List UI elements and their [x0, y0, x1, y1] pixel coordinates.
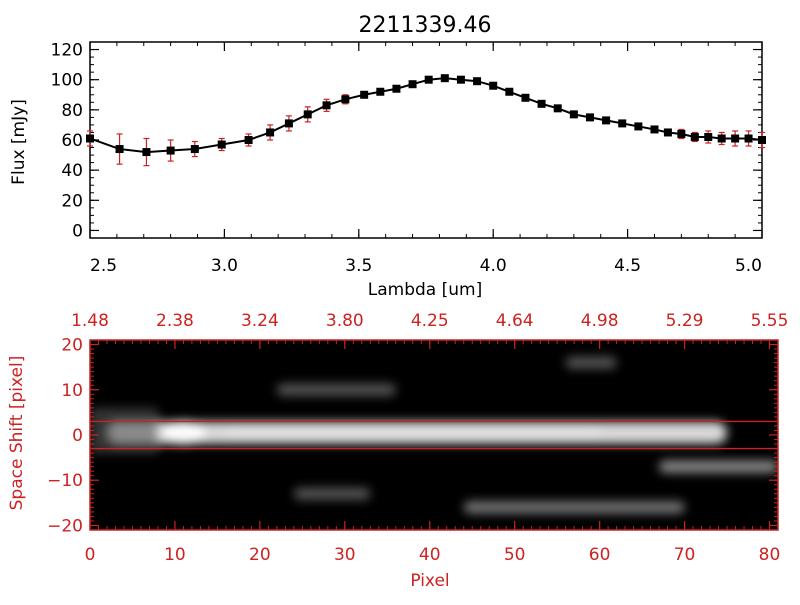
x-tick-label: 70 — [674, 545, 696, 565]
data-point — [376, 87, 385, 96]
trace-ridge — [225, 428, 600, 437]
trace-left-halo — [90, 407, 158, 454]
bottom-x-axis-label: Pixel — [410, 571, 449, 591]
data-point — [266, 128, 275, 137]
x-tick-label: 20 — [249, 545, 271, 565]
data-point — [86, 134, 94, 143]
data-point — [244, 136, 253, 144]
y-tick-label: 120 — [51, 41, 83, 61]
data-point — [758, 136, 766, 144]
y-tick-label: 60 — [61, 131, 83, 151]
data-point — [360, 90, 369, 99]
y-tick-label: 0 — [72, 426, 83, 446]
data-point — [440, 74, 449, 83]
y-tick-label: 100 — [51, 71, 83, 91]
top-axis-tick-label: 4.98 — [581, 311, 619, 331]
bottom-y-axis-label: Space Shift [pixel] — [7, 356, 27, 511]
data-point — [408, 80, 417, 89]
data-point — [217, 140, 226, 149]
data-point — [569, 110, 578, 119]
y-tick-label: 20 — [61, 336, 83, 356]
x-tick-label: 4.0 — [480, 256, 507, 276]
top-axis-tick-label: 3.24 — [241, 311, 279, 331]
data-point — [704, 132, 713, 141]
y-tick-label: −20 — [47, 516, 83, 536]
image-sources — [90, 356, 778, 514]
data-point — [634, 122, 643, 131]
spectrum-image-plot: 0 1.48 10 2.38 20 3.24 30 3.80 40 4.25 50 4.64 60 4.9… — [47, 311, 788, 565]
data-point — [424, 75, 433, 84]
y-tick-label: −10 — [47, 471, 83, 491]
image-source-blob — [276, 383, 396, 396]
x-tick-label: 80 — [759, 545, 781, 565]
top-y-axis-label: Flux [mJy] — [9, 99, 29, 185]
data-point — [142, 148, 151, 157]
data-point — [392, 84, 401, 93]
data-point — [341, 95, 350, 104]
data-point — [115, 145, 124, 154]
y-tick-label: 80 — [61, 101, 83, 121]
data-point — [166, 146, 175, 155]
x-tick-label: 3.0 — [211, 256, 238, 276]
top-axis-tick-label: 5.55 — [751, 311, 789, 331]
data-point — [602, 116, 611, 125]
data-point — [505, 87, 514, 96]
x-tick-label: 2.5 — [90, 256, 117, 276]
data-point — [489, 81, 498, 90]
data-point — [650, 125, 659, 134]
x-tick-label: 10 — [164, 545, 186, 565]
x-tick-label: 50 — [504, 545, 526, 565]
x-tick-label: 4.5 — [614, 256, 641, 276]
data-point — [663, 128, 672, 137]
trace-bright-core — [161, 420, 206, 445]
x-tick-label: 5.0 — [735, 256, 762, 276]
data-point — [677, 129, 686, 138]
data-point — [744, 134, 753, 143]
data-point — [537, 99, 546, 108]
y-tick-label: 20 — [61, 191, 83, 211]
data-point — [553, 104, 562, 113]
data-point — [618, 119, 627, 128]
image-source-blob — [565, 356, 617, 369]
top-x-axis-label: Lambda [um] — [368, 280, 482, 300]
data-point — [284, 119, 293, 128]
data-point — [322, 101, 331, 110]
x-tick-label: 3.5 — [345, 256, 372, 276]
image-source-blob — [293, 487, 371, 500]
data-point — [690, 132, 699, 141]
top-axis-tick-label: 5.29 — [666, 311, 704, 331]
flux-line — [89, 77, 763, 154]
data-point — [731, 134, 740, 143]
data-point — [585, 113, 594, 122]
top-axis-tick-label: 4.64 — [496, 311, 534, 331]
x-tick-label: 40 — [419, 545, 441, 565]
spectrum-plot: 2.5 3.0 3.5 4.0 4.5 5.0 0 20 40 60 80 100 120 — [51, 41, 766, 276]
top-axis-tick-label: 3.80 — [326, 311, 364, 331]
x-tick-label: 0 — [85, 545, 96, 565]
top-plot-frame — [89, 41, 763, 239]
y-tick-label: 0 — [72, 221, 83, 241]
data-point — [717, 134, 726, 143]
x-tick-label: 60 — [589, 545, 611, 565]
image-layer — [90, 356, 778, 514]
y-tick-label: 40 — [61, 161, 83, 181]
chart-title: 2211339.46 — [359, 13, 492, 38]
data-point — [521, 93, 530, 102]
top-axis-tick-label: 4.25 — [411, 311, 449, 331]
image-source-blob — [463, 501, 685, 514]
data-point — [456, 75, 465, 84]
top-axis-tick-label: 2.38 — [156, 311, 194, 331]
top-axis-tick-label: 1.48 — [71, 311, 109, 331]
data-point — [473, 77, 482, 86]
data-point — [190, 145, 199, 154]
image-source-companion — [659, 460, 778, 473]
data-point — [303, 110, 312, 119]
x-tick-label: 30 — [334, 545, 356, 565]
y-tick-label: 10 — [61, 381, 83, 401]
